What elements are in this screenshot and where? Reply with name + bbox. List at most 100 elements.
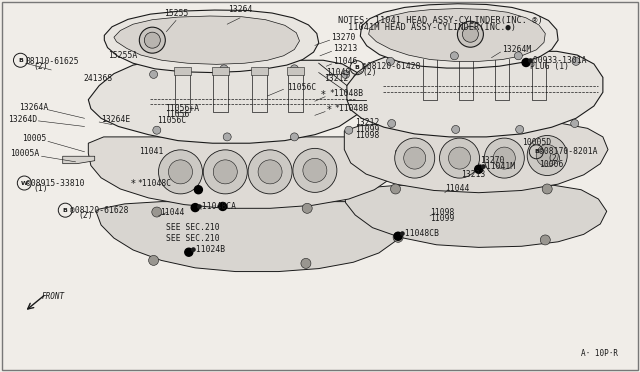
Circle shape [536, 144, 558, 167]
Text: 13264A: 13264A [19, 103, 48, 112]
Text: 13264: 13264 [228, 5, 252, 14]
Text: (2): (2) [78, 211, 93, 220]
Bar [212, 67, 230, 75]
Text: (2): (2) [362, 68, 377, 77]
Text: 13264M: 13264M [502, 45, 532, 54]
Circle shape [390, 184, 401, 194]
Circle shape [223, 133, 231, 141]
Text: ●11048CA: ●11048CA [197, 202, 236, 211]
Text: B: B [355, 65, 360, 70]
Polygon shape [369, 9, 545, 61]
Text: (1): (1) [33, 185, 48, 193]
Polygon shape [104, 10, 319, 73]
Circle shape [475, 165, 483, 173]
Circle shape [388, 119, 396, 128]
Circle shape [303, 158, 327, 182]
Circle shape [462, 26, 478, 42]
Circle shape [516, 125, 524, 134]
Polygon shape [96, 202, 403, 272]
Circle shape [527, 135, 567, 176]
Text: A· 10P·R: A· 10P·R [580, 349, 618, 358]
Circle shape [493, 147, 515, 169]
Circle shape [213, 160, 237, 184]
Circle shape [572, 57, 580, 65]
Circle shape [451, 52, 458, 60]
Polygon shape [360, 4, 558, 68]
Polygon shape [344, 185, 607, 247]
Circle shape [540, 235, 550, 245]
Text: 11046: 11046 [333, 57, 357, 66]
Bar [287, 67, 305, 75]
Text: 24136S: 24136S [83, 74, 113, 83]
Text: B: B [534, 149, 539, 154]
Text: SEE SEC.210: SEE SEC.210 [166, 234, 220, 243]
Polygon shape [347, 51, 603, 137]
Text: ●11024B: ●11024B [191, 246, 225, 254]
Circle shape [258, 160, 282, 184]
Circle shape [522, 58, 530, 67]
Text: 13213: 13213 [333, 44, 357, 53]
Text: 08110-61625: 08110-61625 [26, 57, 79, 66]
Text: *: * [131, 179, 136, 189]
Bar [174, 67, 191, 75]
Text: W: W [21, 180, 28, 186]
Circle shape [302, 203, 312, 213]
Text: B: B [18, 58, 23, 63]
Text: 11099: 11099 [355, 125, 380, 134]
Text: 10005D: 10005D [522, 138, 551, 147]
Circle shape [185, 248, 193, 256]
Text: 11098: 11098 [430, 208, 454, 217]
Circle shape [342, 70, 349, 78]
Bar [251, 67, 268, 75]
Circle shape [191, 203, 199, 212]
Circle shape [291, 65, 298, 73]
Circle shape [393, 232, 403, 242]
Text: PLUG (1): PLUG (1) [530, 62, 569, 71]
Circle shape [291, 133, 298, 141]
Text: 13270: 13270 [480, 156, 504, 165]
Circle shape [153, 126, 161, 134]
Polygon shape [63, 156, 95, 164]
Text: 15255A: 15255A [108, 51, 138, 60]
Text: 13270: 13270 [331, 33, 355, 42]
Text: *11048C: *11048C [138, 179, 172, 187]
Circle shape [293, 148, 337, 192]
Text: SEE SEC.210: SEE SEC.210 [166, 223, 220, 232]
Circle shape [571, 119, 579, 128]
Text: ●00933-1301A: ●00933-1301A [528, 56, 586, 65]
Text: ●11041M: ●11041M [481, 162, 515, 171]
Text: 11049: 11049 [326, 68, 351, 77]
Circle shape [404, 147, 426, 169]
Circle shape [394, 232, 402, 240]
Text: 11099: 11099 [430, 214, 454, 223]
Text: 10005: 10005 [22, 134, 46, 143]
Circle shape [219, 202, 227, 211]
Text: 11041: 11041 [140, 147, 164, 156]
Text: 13212: 13212 [324, 74, 349, 83]
Text: 11041M HEAD ASSY-CYLINDER(INC.●): 11041M HEAD ASSY-CYLINDER(INC.●) [348, 23, 516, 32]
Circle shape [140, 27, 165, 53]
Text: *: * [327, 105, 332, 115]
Text: ®08170-8201A: ®08170-8201A [539, 147, 597, 156]
Text: 11044: 11044 [160, 208, 184, 217]
Text: 11056: 11056 [165, 110, 189, 119]
Polygon shape [88, 137, 400, 208]
Circle shape [195, 186, 202, 194]
Circle shape [440, 138, 479, 178]
Circle shape [248, 150, 292, 194]
Text: 10005A: 10005A [10, 149, 40, 158]
Circle shape [145, 32, 160, 48]
Circle shape [452, 125, 460, 134]
Polygon shape [114, 16, 300, 64]
Text: 13212: 13212 [355, 118, 380, 126]
Text: (2): (2) [547, 154, 562, 163]
Text: *: * [321, 90, 325, 100]
Text: FRONT: FRONT [42, 292, 65, 301]
Text: 13264E: 13264E [101, 115, 131, 124]
Text: 13213: 13213 [461, 170, 485, 179]
Circle shape [159, 150, 202, 194]
Polygon shape [88, 60, 366, 143]
Circle shape [387, 57, 394, 65]
Text: 11098: 11098 [355, 131, 380, 140]
Text: 15255: 15255 [164, 9, 188, 18]
